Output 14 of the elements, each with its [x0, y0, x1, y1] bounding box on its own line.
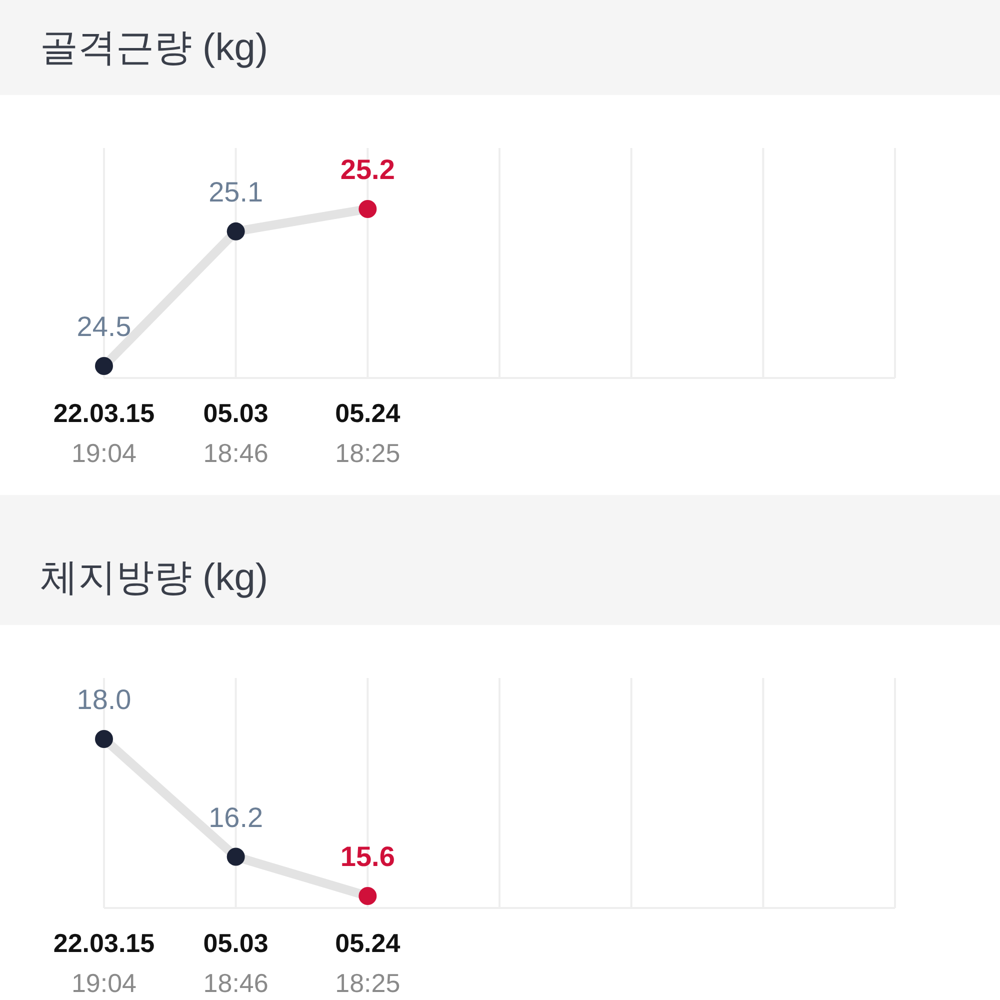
data-label: 25.2: [340, 154, 395, 185]
x-tick-label: 22.03.15 19:04: [53, 928, 155, 998]
x-tick-label: 05.24 18:25: [335, 398, 401, 468]
chart-title: 체지방량 (kg): [40, 557, 268, 599]
data-label: 16.2: [208, 802, 264, 833]
x-tick-label: 05.03 18:46: [203, 928, 268, 998]
data-label: 18.0: [76, 684, 132, 715]
chart-title: 골격근량 (kg): [40, 27, 268, 69]
data-label: 24.5: [76, 311, 132, 342]
data-label: 15.6: [340, 841, 395, 872]
x-tick-label: 22.03.15 19:04: [53, 398, 155, 468]
data-label: 25.1: [208, 176, 264, 208]
x-tick-label: 05.24 18:25: [335, 928, 401, 998]
x-tick-label: 05.03 18:46: [203, 398, 268, 468]
